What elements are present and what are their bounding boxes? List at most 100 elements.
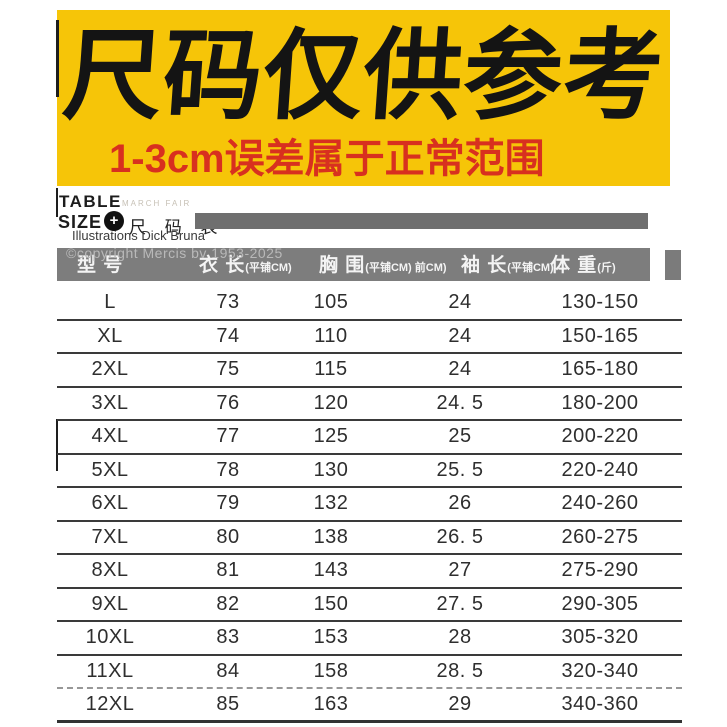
- header-weight: 体 重(斤): [551, 250, 616, 277]
- size-label: 7XL: [91, 525, 129, 548]
- chest-value: 153: [313, 626, 349, 649]
- sleeve-value: 27. 5: [436, 592, 484, 615]
- weight-value: 240-260: [561, 492, 639, 515]
- table-row: 7XL 80 138 26. 5 260-275: [57, 522, 682, 555]
- banner-title: 尺码仅供参考: [59, 20, 668, 131]
- length-value: 81: [216, 559, 240, 582]
- size-label: XL: [97, 324, 123, 347]
- weight-value: 165-180: [561, 358, 639, 381]
- sleeve-value: 24: [448, 324, 472, 347]
- chest-value: 105: [313, 291, 349, 314]
- size-label: 6XL: [91, 492, 129, 515]
- brand-table-word: TABLE: [59, 192, 122, 211]
- copyright-watermark: ©copyright Mercis bv 1953-2025: [66, 245, 283, 261]
- header-chest: 胸 围(平铺CM) 前CM): [319, 250, 447, 277]
- header-weight-label: 体 重: [551, 255, 598, 276]
- chest-value: 143: [313, 559, 349, 582]
- weight-value: 320-340: [561, 659, 639, 682]
- left-edge-mark: [56, 20, 59, 97]
- table-row: 4XL 77 125 25 200-220: [57, 421, 682, 455]
- table-header-row: 型 号 衣 长(平铺CM) 胸 围(平铺CM) 前CM) 袖 长(平铺CM) 体…: [57, 248, 650, 281]
- length-value: 85: [216, 693, 240, 715]
- size-label: 2XL: [91, 358, 129, 381]
- size-label: 5XL: [91, 458, 129, 481]
- weight-value: 305-320: [561, 626, 639, 649]
- header-length-unit: (平铺CM): [245, 262, 292, 274]
- chest-value: 158: [313, 659, 349, 682]
- length-value: 79: [216, 492, 240, 515]
- warning-banner: 尺码仅供参考 1-3cm误差属于正常范围: [57, 10, 670, 186]
- table-row: 12XL 85 163 29 340-360: [57, 689, 682, 723]
- size-label: 12XL: [85, 693, 135, 715]
- sleeve-value: 24: [448, 358, 472, 381]
- weight-value: 150-165: [561, 324, 639, 347]
- sleeve-value: 28. 5: [436, 659, 484, 682]
- table-row: 5XL 78 130 25. 5 220-240: [57, 455, 682, 488]
- weight-value: 340-360: [561, 693, 639, 715]
- length-value: 82: [216, 592, 240, 615]
- sleeve-value: 24: [448, 291, 472, 314]
- weight-value: 220-240: [561, 458, 639, 481]
- sleeve-value: 25. 5: [436, 458, 484, 481]
- header-length: 衣 长(平铺CM): [199, 250, 292, 277]
- table-row: 8XL 81 143 27 275-290: [57, 555, 682, 589]
- sleeve-value: 26: [448, 492, 472, 515]
- sleeve-value: 27: [448, 559, 472, 582]
- size-label: L: [104, 291, 116, 314]
- size-label: 11XL: [86, 659, 134, 682]
- sleeve-value: 26. 5: [436, 525, 484, 548]
- length-value: 83: [216, 626, 240, 649]
- length-value: 76: [216, 391, 240, 414]
- table-row: 10XL 83 153 28 305-320: [57, 622, 682, 656]
- table-row: XL 74 110 24 150-165: [57, 321, 682, 354]
- size-label: 9XL: [91, 592, 129, 615]
- header-sleeve: 袖 长(平铺CM): [461, 250, 554, 277]
- chest-value: 163: [313, 693, 349, 715]
- chest-value: 138: [313, 525, 349, 548]
- header-band-fragment: [665, 250, 681, 280]
- left-edge-mark: [56, 419, 58, 471]
- chest-value: 115: [314, 358, 348, 381]
- header-weight-unit: (斤): [597, 262, 616, 274]
- length-value: 77: [216, 425, 240, 448]
- table-row: L 73 105 24 130-150: [57, 287, 682, 321]
- header-model-label: 型 号: [77, 255, 124, 276]
- weight-value: 180-200: [561, 391, 639, 414]
- left-edge-mark: [56, 188, 58, 217]
- size-label: 4XL: [91, 425, 129, 448]
- table-row: 9XL 82 150 27. 5 290-305: [57, 589, 682, 622]
- chest-value: 130: [313, 458, 349, 481]
- size-label: 3XL: [91, 391, 129, 414]
- chest-value: 110: [314, 324, 348, 347]
- illustrations-credit: Illustrations Dick Bruna: [72, 228, 205, 243]
- size-table-body: L 73 105 24 130-150 XL 74 110 24 150-165…: [57, 287, 682, 723]
- weight-value: 130-150: [561, 291, 639, 314]
- chest-value: 150: [313, 592, 349, 615]
- table-row: 11XL 84 158 28. 5 320-340: [57, 656, 682, 689]
- chest-value: 132: [313, 492, 349, 515]
- header-model: 型 号: [77, 250, 123, 277]
- header-chest-label: 胸 围: [319, 255, 366, 276]
- header-chest-unit: (平铺CM) 前CM): [365, 262, 447, 274]
- weight-value: 260-275: [561, 525, 639, 548]
- size-label: 10XL: [85, 626, 135, 649]
- banner-subtitle: 1-3cm误差属于正常范围: [109, 137, 545, 181]
- sleeve-value: 25: [448, 425, 472, 448]
- sleeve-value: 24. 5: [436, 391, 484, 414]
- brand-march-fair: MARCH FAIR: [122, 199, 192, 208]
- title-bar: [195, 213, 648, 229]
- header-sleeve-unit: (平铺CM): [507, 262, 554, 274]
- table-row: 2XL 75 115 24 165-180: [57, 354, 682, 388]
- header-sleeve-label: 袖 长: [461, 255, 508, 276]
- weight-value: 200-220: [561, 425, 639, 448]
- length-value: 74: [216, 324, 240, 347]
- plus-icon: +: [104, 211, 124, 231]
- weight-value: 290-305: [561, 592, 639, 615]
- size-label: 8XL: [91, 559, 129, 582]
- length-value: 75: [216, 358, 240, 381]
- length-value: 84: [216, 659, 240, 682]
- chest-value: 120: [313, 391, 349, 414]
- table-row: 6XL 79 132 26 240-260: [57, 488, 682, 522]
- chest-value: 125: [313, 425, 349, 448]
